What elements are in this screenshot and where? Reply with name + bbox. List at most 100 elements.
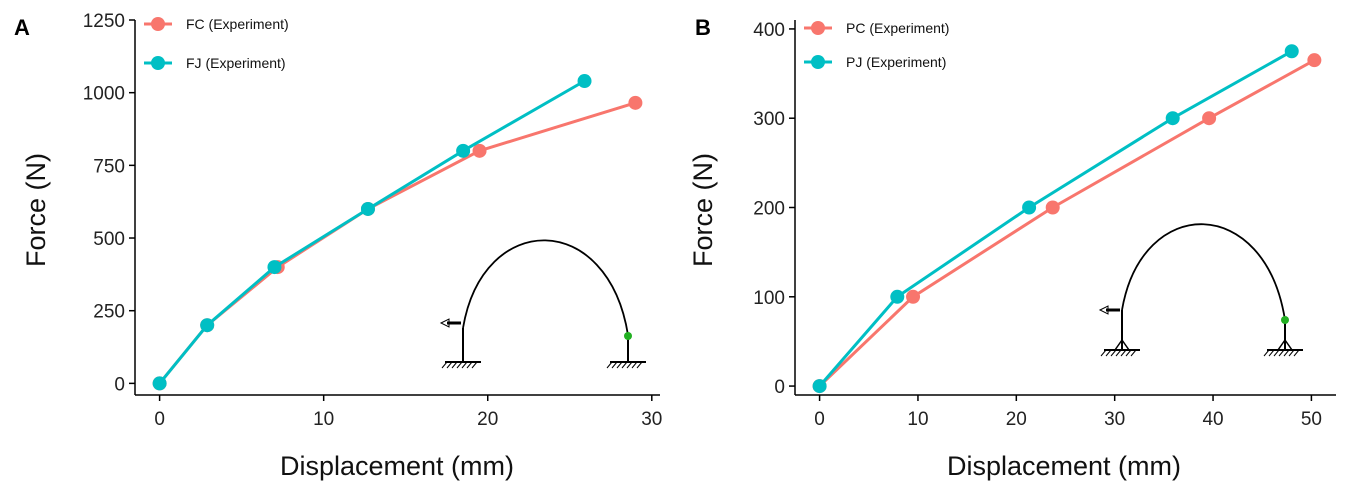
support-hatch: [606, 361, 613, 369]
support-hatch: [636, 361, 643, 369]
x-tick-label: 20: [477, 409, 498, 430]
y-tick-label: 750: [93, 156, 125, 177]
data-point: [1022, 200, 1037, 215]
support-hatch: [1283, 349, 1290, 357]
x-axis-title: Displacement (mm): [947, 451, 1181, 481]
data-point: [1307, 53, 1322, 68]
legend-key-marker: [151, 17, 165, 31]
fixed-support-icon: [441, 361, 481, 369]
y-tick-label: 300: [753, 109, 785, 130]
series-pc: [812, 53, 1322, 394]
x-tick-label: 10: [313, 409, 334, 430]
x-tick-label: 0: [154, 409, 165, 430]
data-point: [456, 143, 471, 158]
y-tick-label: 400: [753, 20, 785, 41]
data-point: [152, 376, 167, 391]
structure-diagram-inset: [439, 239, 646, 369]
y-tick-label: 500: [93, 229, 125, 250]
data-point: [1202, 111, 1217, 126]
support-hatch: [1288, 349, 1295, 357]
y-tick-label: 200: [753, 199, 785, 220]
data-point: [1284, 44, 1299, 59]
arrow-left-icon: [439, 318, 450, 328]
data-point: [1045, 200, 1060, 215]
legend-key-marker: [811, 21, 825, 35]
panel-label: A: [14, 15, 30, 40]
panel-label: B: [695, 15, 711, 40]
data-point: [628, 95, 643, 110]
data-point: [906, 289, 921, 304]
data-point: [812, 379, 827, 394]
support-hatch: [471, 361, 478, 369]
y-axis-title: Force (N): [21, 153, 51, 267]
support-hatch: [631, 361, 638, 369]
measurement-point-icon: [1281, 316, 1289, 324]
chart-panel-b: 0 100 200 300 400 0 10 20 30 40 50 Displacement (mm…: [688, 15, 1336, 481]
support-hatch: [1263, 349, 1270, 357]
legend-label: FJ (Experiment): [186, 55, 286, 71]
structure-diagram-inset: [1098, 223, 1303, 357]
support-hatch: [446, 361, 453, 369]
chart-panel-a: 0 250 500 750 1000 1250 0 10 20 30 Displacement (m…: [14, 11, 662, 481]
arch-beam: [1121, 223, 1286, 321]
y-tick-label: 0: [774, 377, 785, 398]
support-hatch: [441, 361, 448, 369]
support-hatch: [451, 361, 458, 369]
support-hatch: [1268, 349, 1275, 357]
x-tick-label: 20: [1006, 409, 1027, 430]
legend-key-marker: [811, 55, 825, 69]
y-tick-label: 1250: [83, 11, 125, 32]
pin-support-icon: [1100, 338, 1140, 357]
support-hatch: [611, 361, 618, 369]
support-hatch: [1100, 349, 1107, 357]
legend: PC (Experiment) PJ (Experiment): [804, 20, 949, 70]
y-tick-label: 100: [753, 288, 785, 309]
arch-beam: [462, 239, 629, 336]
x-tick-label: 0: [814, 409, 825, 430]
data-point: [1165, 111, 1180, 126]
support-hatch: [1130, 349, 1137, 357]
x-tick-label: 40: [1202, 409, 1223, 430]
support-hatch: [616, 361, 623, 369]
support-hatch: [1278, 349, 1285, 357]
x-tick-label: 30: [641, 409, 662, 430]
y-tick-label: 1000: [83, 84, 125, 105]
support-hatch: [461, 361, 468, 369]
support-hatch: [1120, 349, 1127, 357]
x-tick-label: 10: [907, 409, 928, 430]
measurement-point-icon: [624, 332, 632, 340]
y-axis-title: Force (N): [688, 153, 718, 267]
data-point: [360, 201, 375, 216]
data-point: [890, 289, 905, 304]
fixed-support-icon: [606, 361, 646, 369]
support-hatch: [1273, 349, 1280, 357]
support-hatch: [1125, 349, 1132, 357]
x-axis-title: Displacement (mm): [280, 451, 514, 481]
series-line: [818, 49, 1293, 388]
pin-support-icon: [1263, 338, 1303, 357]
series-fj: [152, 74, 592, 391]
legend: FC (Experiment) FJ (Experiment): [144, 16, 289, 71]
series-line: [818, 58, 1316, 388]
y-tick-label: 250: [93, 302, 125, 323]
support-hatch: [456, 361, 463, 369]
y-tick-label: 0: [114, 374, 125, 395]
arrow-left-icon: [1098, 305, 1109, 315]
legend-label: PJ (Experiment): [846, 54, 946, 70]
support-hatch: [621, 361, 628, 369]
support-hatch: [466, 361, 473, 369]
data-point: [472, 143, 487, 158]
series-fc: [152, 95, 643, 391]
support-hatch: [1110, 349, 1117, 357]
data-point: [267, 260, 282, 275]
series-line: [158, 79, 586, 385]
support-hatch: [1115, 349, 1122, 357]
data-point: [200, 318, 215, 333]
support-hatch: [626, 361, 633, 369]
x-tick-label: 30: [1104, 409, 1125, 430]
legend-key-marker: [151, 56, 165, 70]
legend-label: FC (Experiment): [186, 16, 289, 32]
support-hatch: [1293, 349, 1300, 357]
x-tick-label: 50: [1301, 409, 1322, 430]
